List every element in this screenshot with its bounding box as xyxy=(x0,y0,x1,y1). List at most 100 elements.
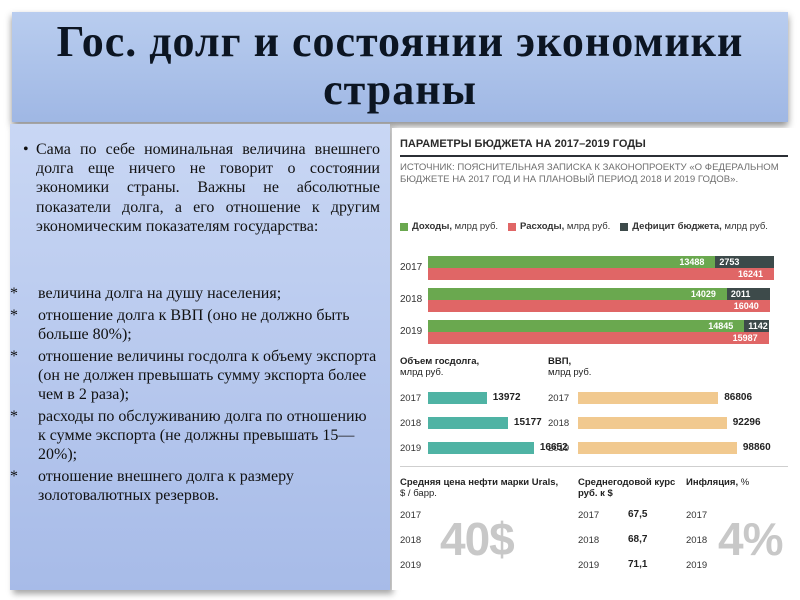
intro-text: Сама по себе номинальная величина внешне… xyxy=(36,141,380,235)
oil-year: 2019 xyxy=(400,560,422,571)
income-bar xyxy=(428,256,716,268)
rate-section-title: Среднегодовой курс руб. к $ xyxy=(578,477,678,499)
legend-income: Доходы, млрд руб. xyxy=(400,221,498,232)
gdp-year-label: 2019 xyxy=(548,443,570,454)
debt-section-title: Объем госдолга, млрд руб. xyxy=(400,356,479,378)
gdp-value: 92296 xyxy=(732,417,761,428)
legend-deficit: Дефицит бюджета, млрд руб. xyxy=(620,221,768,232)
inflation-value: 4% xyxy=(718,513,783,565)
title-banner xyxy=(12,12,788,122)
inflation-unit: % xyxy=(740,477,750,488)
infographic-source: ИСТОЧНИК: ПОЯСНИТЕЛЬНАЯ ЗАПИСКА К ЗАКОНО… xyxy=(400,162,779,185)
debt-year-label: 2017 xyxy=(400,393,422,404)
debt-value: 13972 xyxy=(492,392,521,403)
intro-bullet: • xyxy=(23,141,29,158)
gdp-title: ВВП, xyxy=(548,356,572,367)
inflation-year: 2018 xyxy=(686,535,708,546)
oil-title: Средняя цена нефти марки Urals, xyxy=(400,477,559,488)
income-bar xyxy=(428,288,727,300)
section-divider xyxy=(400,466,788,467)
income-value: 14029 xyxy=(690,289,716,299)
deficit-value: 2753 xyxy=(719,257,740,267)
debt-year-label: 2019 xyxy=(400,443,422,454)
rate-value: 71,1 xyxy=(628,559,648,570)
legend-deficit-name: Дефицит бюджета, xyxy=(632,221,722,232)
inflation-section-title: Инфляция, % xyxy=(686,477,749,488)
expenses-value: 15987 xyxy=(732,333,758,343)
list-item: * отношение величины госдолга к объему э… xyxy=(10,347,380,404)
list-item-text: отношение долга к ВВП (оно не должно быт… xyxy=(38,307,350,343)
title-rule xyxy=(400,155,788,157)
oil-unit: $ / барр. xyxy=(400,488,437,499)
legend-expenses-unit: млрд руб. xyxy=(564,221,611,232)
gdp-section-title: ВВП, млрд руб. xyxy=(548,356,591,378)
expenses-bar xyxy=(428,268,774,280)
rate-year: 2018 xyxy=(578,535,600,546)
list-item: * отношение внешнего долга к размеру зол… xyxy=(10,467,380,505)
list-item-text: расходы по обслуживанию долга по отношен… xyxy=(38,408,367,463)
gdp-bar xyxy=(578,442,737,454)
list-marker: * xyxy=(10,408,18,425)
legend-income-name: Доходы, xyxy=(412,221,452,232)
inflation-year: 2017 xyxy=(686,510,708,521)
rate-year: 2019 xyxy=(578,560,600,571)
list-item-text: отношение величины госдолга к объему экс… xyxy=(38,348,377,403)
deficit-swatch xyxy=(620,222,629,231)
text-panel xyxy=(10,124,390,590)
budget-year-label: 2017 xyxy=(400,262,423,273)
legend-deficit-unit: млрд руб. xyxy=(721,221,768,232)
deficit-bar xyxy=(715,256,774,268)
criteria-list: * величина долга на душу населения; * от… xyxy=(10,284,380,508)
inflation-year: 2019 xyxy=(686,560,708,571)
budget-infographic: ПАРАМЕТРЫ БЮДЖЕТА НА 2017–2019 ГОДЫ ИСТО… xyxy=(392,128,796,590)
income-value: 13488 xyxy=(679,257,705,267)
expenses-bar xyxy=(428,332,769,344)
list-item-text: величина долга на душу населения; xyxy=(38,285,282,302)
list-item: * расходы по обслуживанию долга по отнош… xyxy=(10,407,380,464)
debt-title: Объем госдолга, xyxy=(400,356,480,367)
rate-value: 68,7 xyxy=(628,534,648,545)
expenses-swatch xyxy=(508,222,517,231)
rate-title: Среднегодовой курс руб. к $ xyxy=(578,477,676,499)
income-swatch xyxy=(400,222,408,231)
gdp-year-label: 2017 xyxy=(548,393,570,404)
list-item: * отношение долга к ВВП (оно не должно б… xyxy=(10,306,380,344)
debt-unit: млрд руб. xyxy=(400,367,444,378)
debt-bar xyxy=(428,442,534,454)
oil-year: 2017 xyxy=(400,510,422,521)
rate-year: 2017 xyxy=(578,510,600,521)
list-item: * величина долга на душу населения; xyxy=(10,284,380,303)
debt-year-label: 2018 xyxy=(400,418,422,429)
gdp-value: 86806 xyxy=(724,392,753,403)
budget-year-label: 2019 xyxy=(400,326,423,337)
expenses-bar xyxy=(428,300,770,312)
oil-year: 2018 xyxy=(400,535,422,546)
debt-value: 15177 xyxy=(513,417,542,428)
debt-bar xyxy=(428,392,487,404)
income-bar xyxy=(428,320,745,332)
gdp-bar xyxy=(578,417,727,429)
income-value: 14845 xyxy=(708,321,734,331)
legend-income-unit: млрд руб. xyxy=(451,221,499,232)
deficit-value: 1142 xyxy=(748,321,768,331)
debt-value: 16652 xyxy=(539,442,568,453)
list-marker: * xyxy=(10,348,18,365)
rate-value: 67,5 xyxy=(628,509,648,520)
list-marker: * xyxy=(10,468,18,485)
deficit-bar xyxy=(726,288,770,300)
gdp-year-label: 2018 xyxy=(548,418,570,429)
expenses-value: 16241 xyxy=(738,269,764,279)
list-marker: * xyxy=(10,285,18,302)
infographic-title: ПАРАМЕТРЫ БЮДЖЕТА НА 2017–2019 ГОДЫ xyxy=(400,138,646,150)
expenses-value: 16040 xyxy=(733,301,759,311)
budget-year-label: 2018 xyxy=(400,294,423,305)
deficit-bar xyxy=(744,320,769,332)
debt-bar xyxy=(428,417,508,429)
deficit-value: 2011 xyxy=(730,289,751,299)
oil-section-title: Средняя цена нефти марки Urals, $ / барр… xyxy=(400,477,570,499)
legend-expenses-name: Расходы, xyxy=(520,221,565,232)
gdp-value: 98860 xyxy=(742,442,771,453)
inflation-title: Инфляция, xyxy=(686,477,739,488)
oil-price-value: 40$ xyxy=(440,513,515,565)
slide-title: Гос. долг и состоянии экономики страны xyxy=(56,17,744,114)
